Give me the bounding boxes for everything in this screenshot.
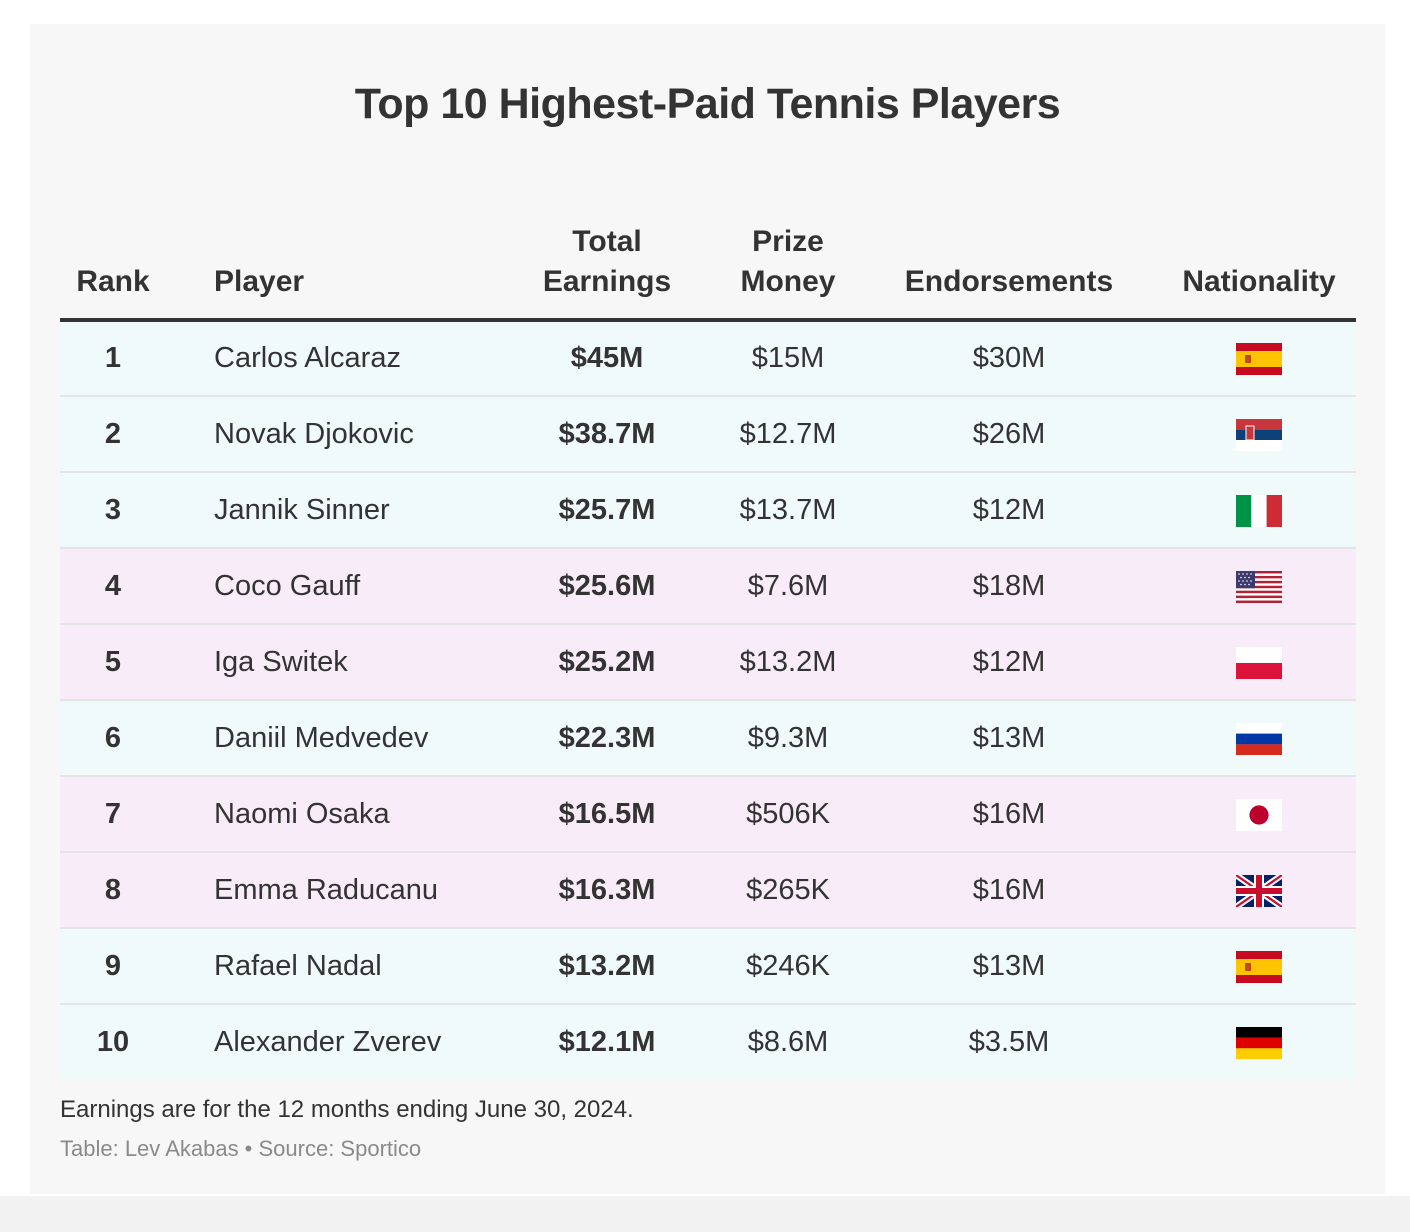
total-earnings-cell: $16.3M xyxy=(494,852,720,929)
player-cell: Emma Raducanu xyxy=(166,852,494,929)
header-player: Player xyxy=(166,222,494,322)
germany-flag-icon xyxy=(1236,1027,1282,1060)
header-total-earnings: Total Earnings xyxy=(494,222,720,322)
rank-cell: 4 xyxy=(60,548,166,625)
header-row: Rank Player Total Earnings Prize Money End… xyxy=(60,222,1356,322)
nationality-cell xyxy=(1162,852,1356,929)
endorsements-cell: $12M xyxy=(856,472,1162,549)
rank-cell: 1 xyxy=(60,320,166,397)
prize-money-cell: $506K xyxy=(720,776,856,853)
prize-money-cell: $246K xyxy=(720,928,856,1005)
header-nationality: Nationality xyxy=(1162,222,1356,322)
page-bottom-strip xyxy=(0,1196,1410,1232)
endorsements-cell: $30M xyxy=(856,320,1162,397)
nationality-cell xyxy=(1162,928,1356,1005)
endorsements-cell: $13M xyxy=(856,928,1162,1005)
total-earnings-cell: $12.1M xyxy=(494,1004,720,1080)
player-cell: Novak Djokovic xyxy=(166,396,494,473)
total-earnings-cell: $22.3M xyxy=(494,700,720,777)
total-earnings-cell: $25.2M xyxy=(494,624,720,701)
total-earnings-cell: $25.6M xyxy=(494,548,720,625)
table-row: 2 Novak Djokovic $38.7M $12.7M $26M xyxy=(60,396,1356,473)
prize-money-cell: $12.7M xyxy=(720,396,856,473)
usa-flag-icon xyxy=(1236,570,1282,603)
prize-money-cell: $13.7M xyxy=(720,472,856,549)
table-row: 7 Naomi Osaka $16.5M $506K $16M xyxy=(60,776,1356,853)
source-credit: Table: Lev Akabas • Source: Sportico xyxy=(60,1136,422,1161)
nationality-cell xyxy=(1162,624,1356,701)
player-cell: Jannik Sinner xyxy=(166,472,494,549)
header-endorsements: Endorsements xyxy=(856,222,1162,322)
total-earnings-cell: $16.5M xyxy=(494,776,720,853)
nationality-cell xyxy=(1162,700,1356,777)
prize-money-cell: $7.6M xyxy=(720,548,856,625)
rank-cell: 7 xyxy=(60,776,166,853)
rank-cell: 5 xyxy=(60,624,166,701)
table-body: 1 Carlos Alcaraz $45M $15M $30M 2 Novak Djokov… xyxy=(60,320,1356,1080)
table-row: 1 Carlos Alcaraz $45M $15M $30M xyxy=(60,320,1356,397)
table-row: 5 Iga Switek $25.2M $13.2M $12M xyxy=(60,624,1356,701)
endorsements-cell: $18M xyxy=(856,548,1162,625)
nationality-cell xyxy=(1162,396,1356,473)
table-row: 8 Emma Raducanu $16.3M $265K $16M xyxy=(60,852,1356,929)
total-earnings-cell: $25.7M xyxy=(494,472,720,549)
table-row: 3 Jannik Sinner $25.7M $13.7M $12M xyxy=(60,472,1356,549)
chart-title: Top 10 Highest-Paid Tennis Players xyxy=(354,80,1061,128)
total-earnings-cell: $45M xyxy=(494,320,720,397)
endorsements-cell: $13M xyxy=(856,700,1162,777)
total-earnings-cell: $38.7M xyxy=(494,396,720,473)
player-cell: Daniil Medvedev xyxy=(166,700,494,777)
nationality-cell xyxy=(1162,472,1356,549)
table-row: 6 Daniil Medvedev $22.3M $9.3M $13M xyxy=(60,700,1356,777)
rank-cell: 3 xyxy=(60,472,166,549)
spain-flag-icon xyxy=(1236,950,1282,983)
rank-cell: 2 xyxy=(60,396,166,473)
endorsements-cell: $3.5M xyxy=(856,1004,1162,1080)
rank-cell: 9 xyxy=(60,928,166,1005)
rank-cell: 8 xyxy=(60,852,166,929)
player-cell: Rafael Nadal xyxy=(166,928,494,1005)
prize-money-cell: $8.6M xyxy=(720,1004,856,1080)
endorsements-cell: $12M xyxy=(856,624,1162,701)
nationality-cell xyxy=(1162,548,1356,625)
player-cell: Carlos Alcaraz xyxy=(166,320,494,397)
table-row: 9 Rafael Nadal $13.2M $246K $13M xyxy=(60,928,1356,1005)
rank-cell: 10 xyxy=(60,1004,166,1080)
prize-money-cell: $15M xyxy=(720,320,856,397)
table-row: 4 Coco Gauff $25.6M $7.6M $18M xyxy=(60,548,1356,625)
total-earnings-cell: $13.2M xyxy=(494,928,720,1005)
player-cell: Iga Switek xyxy=(166,624,494,701)
italy-flag-icon xyxy=(1236,494,1282,527)
endorsements-cell: $16M xyxy=(856,852,1162,929)
earnings-table: Rank Player Total Earnings Prize Money End… xyxy=(60,222,1356,1080)
poland-flag-icon xyxy=(1236,646,1282,679)
player-cell: Naomi Osaka xyxy=(166,776,494,853)
nationality-cell xyxy=(1162,776,1356,853)
player-cell: Coco Gauff xyxy=(166,548,494,625)
nationality-cell xyxy=(1162,320,1356,397)
footnote: Earnings are for the 12 months ending Ju… xyxy=(60,1096,634,1123)
uk-flag-icon xyxy=(1236,874,1282,907)
prize-money-cell: $13.2M xyxy=(720,624,856,701)
table-row: 10 Alexander Zverev $12.1M $8.6M $3.5M xyxy=(60,1004,1356,1080)
russia-flag-icon xyxy=(1236,722,1282,755)
player-cell: Alexander Zverev xyxy=(166,1004,494,1080)
header-rank: Rank xyxy=(60,222,166,322)
endorsements-cell: $16M xyxy=(856,776,1162,853)
japan-flag-icon xyxy=(1236,798,1282,831)
endorsements-cell: $26M xyxy=(856,396,1162,473)
spain-flag-icon xyxy=(1236,343,1282,376)
header-prize-money: Prize Money xyxy=(720,222,856,322)
chart-panel: Top 10 Highest-Paid Tennis Players Rank … xyxy=(30,24,1385,1194)
prize-money-cell: $265K xyxy=(720,852,856,929)
serbia-flag-icon xyxy=(1236,418,1282,451)
nationality-cell xyxy=(1162,1004,1356,1080)
prize-money-cell: $9.3M xyxy=(720,700,856,777)
rank-cell: 6 xyxy=(60,700,166,777)
